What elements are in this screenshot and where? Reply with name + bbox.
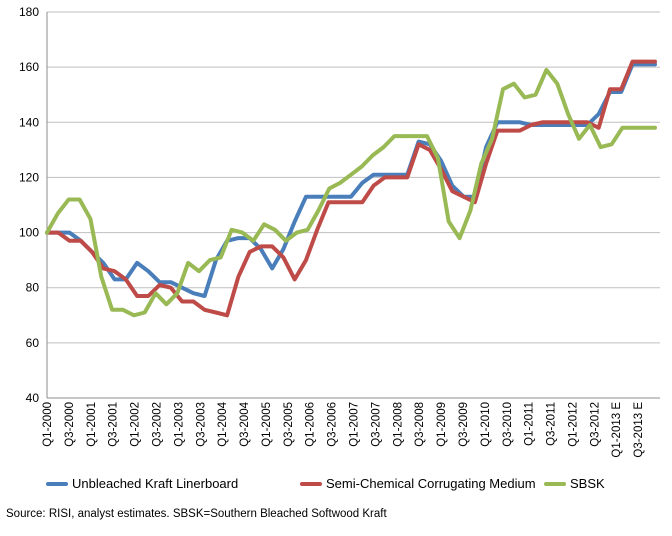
- x-tick-label: Q3-2011: [546, 402, 558, 446]
- x-tick-label: Q1-2012: [567, 402, 579, 447]
- x-tick-label: Q3-2002: [151, 402, 163, 447]
- x-tick-label: Q1-2000: [42, 402, 54, 447]
- y-tick-label: 180: [19, 5, 39, 19]
- y-tick-label: 160: [19, 60, 39, 74]
- x-tick-label: Q3-2012: [589, 402, 601, 447]
- x-tick-label: Q1-2009: [436, 402, 448, 447]
- x-tick-label: Q3-2006: [327, 402, 339, 447]
- y-axis: 40 60 80 100 120 140 160 180: [19, 5, 39, 405]
- x-tick-label: Q1-2002: [130, 402, 142, 447]
- x-tick-label: Q1-2004: [217, 401, 229, 446]
- x-tick-label: Q1-2011: [524, 402, 536, 446]
- x-tick-label: Q1-2008: [392, 402, 404, 447]
- source-note: Source: RISI, analyst estimates. SBSK=So…: [6, 508, 387, 520]
- legend-label-2: Semi-Chemical Corrugating Medium: [326, 476, 536, 491]
- x-tick-label: Q3-2009: [458, 402, 470, 447]
- x-tick-label: Q1-2001: [86, 402, 98, 447]
- x-tick-label: Q1-2013 E: [611, 402, 623, 458]
- x-tick-label: Q3-2000: [64, 402, 76, 447]
- x-tick-label: Q1-2003: [173, 402, 185, 447]
- legend-label-3: SBSK: [570, 476, 605, 491]
- x-tick-label: Q1-2005: [261, 402, 273, 447]
- x-tick-label: Q1-2006: [305, 402, 317, 447]
- x-axis: Q1-2000 Q3-2000 Q1-2001 Q3-2001 Q1-2002 Q3-20…: [42, 401, 645, 457]
- y-tick-label: 140: [19, 115, 39, 129]
- series-line-3: [45, 67, 657, 318]
- x-tick-label: Q3-2005: [283, 402, 295, 447]
- y-tick-label: 100: [19, 226, 39, 240]
- x-tick-label: Q3-2013 E: [633, 402, 645, 458]
- series-layer: [45, 59, 657, 318]
- x-tick-label: Q1-2007: [349, 402, 361, 447]
- x-tick-label: Q3-2004: [239, 401, 251, 446]
- y-tick-label: 80: [26, 281, 40, 295]
- legend-label-1: Unbleached Kraft Linerboard: [72, 476, 238, 491]
- series-line-2: [45, 59, 657, 318]
- x-tick-label: Q3-2001: [108, 402, 120, 447]
- x-tick-label: Q1-2010: [480, 402, 492, 447]
- x-tick-label: Q3-2003: [195, 402, 207, 447]
- grid-layer: [46, 11, 660, 399]
- series-line-1: [45, 62, 657, 298]
- y-tick-label: 120: [19, 170, 39, 184]
- y-tick-label: 60: [26, 336, 40, 350]
- x-tick-label: Q3-2007: [370, 402, 382, 447]
- legend: Unbleached Kraft Linerboard Semi-Chemical…: [46, 476, 605, 491]
- x-tick-label: Q3-2010: [502, 402, 514, 447]
- x-tick-label: Q3-2008: [414, 402, 426, 447]
- y-tick-label: 40: [26, 391, 40, 405]
